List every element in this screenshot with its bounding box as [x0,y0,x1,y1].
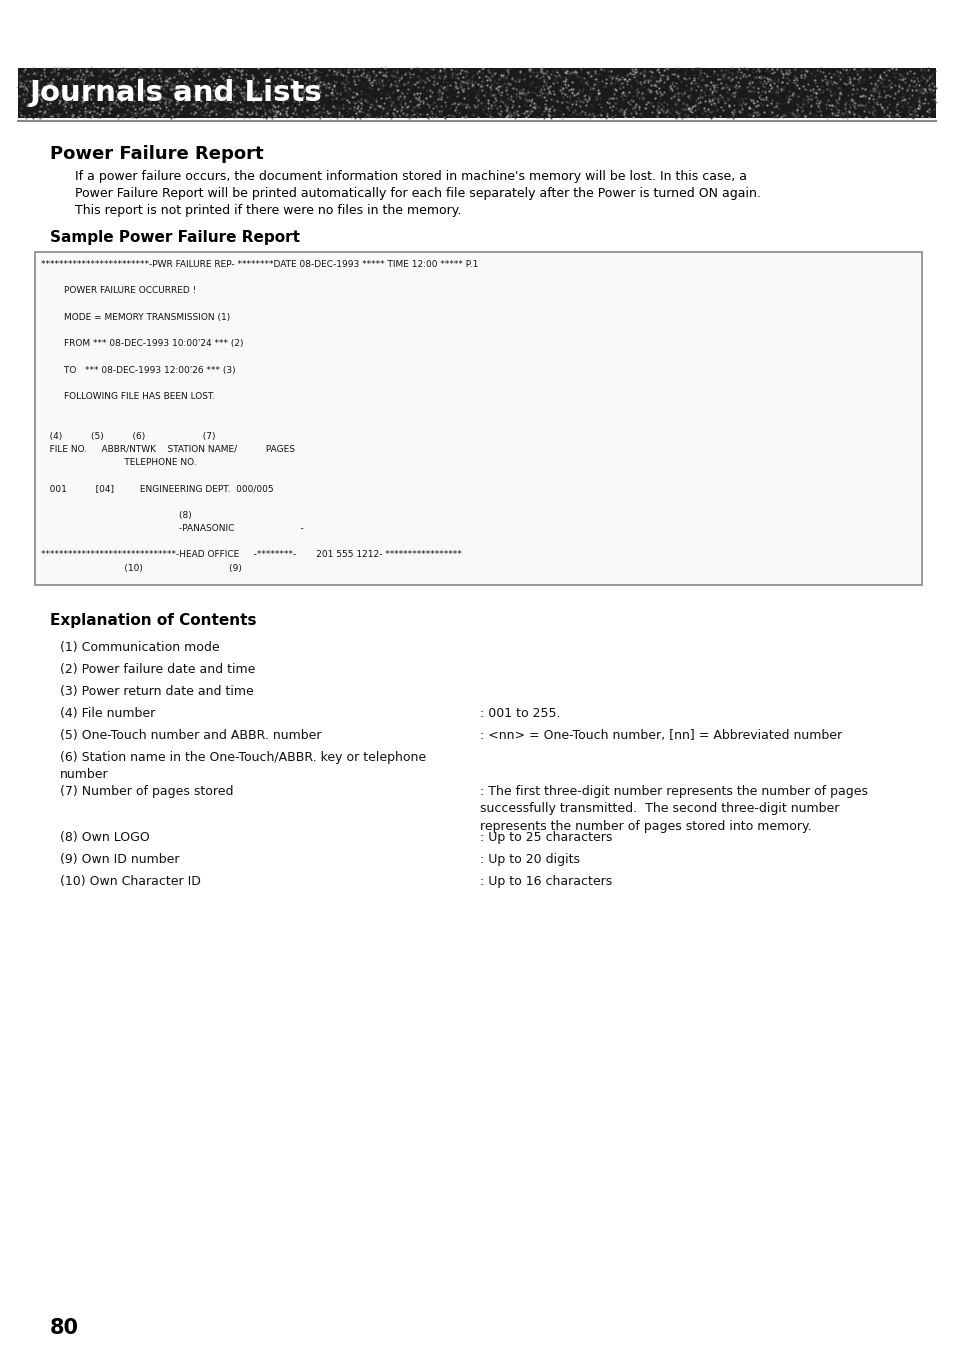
Text: Journals and Lists: Journals and Lists [30,80,322,107]
Text: This report is not printed if there were no files in the memory.: This report is not printed if there were… [75,204,461,217]
Text: TELEPHONE NO.: TELEPHONE NO. [41,459,196,467]
Text: TO   *** 08-DEC-1993 12:00'26 *** (3): TO *** 08-DEC-1993 12:00'26 *** (3) [41,366,235,375]
Text: (1) Communication mode: (1) Communication mode [60,641,219,654]
Text: (6) Station name in the One-Touch/ABBR. key or telephone
number: (6) Station name in the One-Touch/ABBR. … [60,751,426,781]
Text: If a power failure occurs, the document information stored in machine's memory w: If a power failure occurs, the document … [75,170,746,183]
Text: Power Failure Report will be printed automatically for each file separately afte: Power Failure Report will be printed aut… [75,188,760,200]
Text: (5) One-Touch number and ABBR. number: (5) One-Touch number and ABBR. number [60,728,321,742]
Text: -PANASONIC                       -: -PANASONIC - [41,523,303,533]
Text: : Up to 16 characters: : Up to 16 characters [479,874,612,888]
Text: ************************-PWR FAILURE REP- ********DATE 08-DEC-1993 ***** TIME 12: ************************-PWR FAILURE REP… [41,260,477,268]
Text: ******************************-HEAD OFFICE     -********-       201 555 1212- **: ******************************-HEAD OFFI… [41,550,461,560]
Text: 80: 80 [50,1318,79,1338]
Text: : <nn> = One-Touch number, [nn] = Abbreviated number: : <nn> = One-Touch number, [nn] = Abbrev… [479,728,841,742]
Text: (4) File number: (4) File number [60,707,155,720]
Text: FILE NO.     ABBR/NTWK    STATION NAME/          PAGES: FILE NO. ABBR/NTWK STATION NAME/ PAGES [41,445,294,453]
Text: MODE = MEMORY TRANSMISSION (1): MODE = MEMORY TRANSMISSION (1) [41,313,230,322]
Text: (10)                              (9): (10) (9) [41,564,242,572]
Text: FOLLOWING FILE HAS BEEN LOST.: FOLLOWING FILE HAS BEEN LOST. [41,393,214,401]
Text: 001          [04]         ENGINEERING DEPT.  000/005: 001 [04] ENGINEERING DEPT. 000/005 [41,484,274,494]
Bar [18,67,935,117]
Text: Sample Power Failure Report: Sample Power Failure Report [50,229,299,246]
Text: : Up to 20 digits: : Up to 20 digits [479,853,579,866]
Bar [35,252,921,585]
Text: : The first three-digit number represents the number of pages
successfully trans: : The first three-digit number represent… [479,785,867,832]
Text: (4)          (5)          (6)                    (7): (4) (5) (6) (7) [41,432,215,441]
Text: : Up to 25 characters: : Up to 25 characters [479,831,612,844]
Text: (9) Own ID number: (9) Own ID number [60,853,179,866]
Text: (8): (8) [41,511,192,519]
Text: (7) Number of pages stored: (7) Number of pages stored [60,785,233,797]
Text: (10) Own Character ID: (10) Own Character ID [60,874,201,888]
Text: FROM *** 08-DEC-1993 10:00'24 *** (2): FROM *** 08-DEC-1993 10:00'24 *** (2) [41,339,243,348]
Text: (8) Own LOGO: (8) Own LOGO [60,831,150,844]
Text: POWER FAILURE OCCURRED !: POWER FAILURE OCCURRED ! [41,286,196,295]
Text: Power Failure Report: Power Failure Report [50,144,263,163]
Text: (2) Power failure date and time: (2) Power failure date and time [60,662,255,676]
Text: (3) Power return date and time: (3) Power return date and time [60,685,253,697]
Text: Explanation of Contents: Explanation of Contents [50,612,256,627]
Text: : 001 to 255.: : 001 to 255. [479,707,560,720]
